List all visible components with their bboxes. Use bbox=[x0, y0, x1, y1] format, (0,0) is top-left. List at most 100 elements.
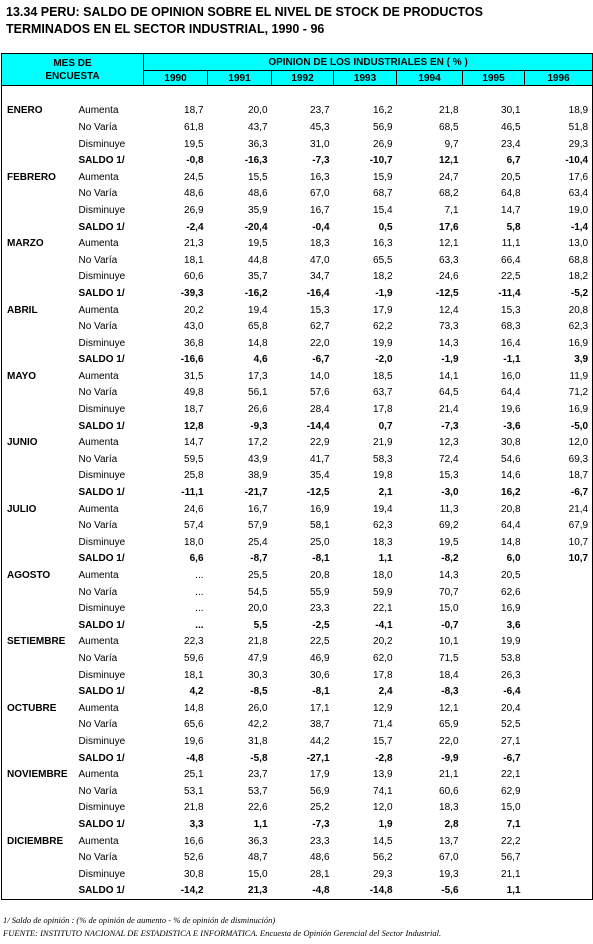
empty-cell bbox=[2, 783, 76, 800]
value-cell: 30,3 bbox=[248, 669, 268, 681]
value-cell: 64,4 bbox=[501, 387, 521, 399]
value-cell bbox=[525, 750, 593, 767]
row-label: Aumenta bbox=[78, 702, 119, 714]
table-row: No Varía 59,5 43,9 41,7 58,3 72,4 54,6 69,3 bbox=[2, 451, 593, 468]
value-cell: 18,1 bbox=[184, 669, 204, 681]
value-cell bbox=[525, 783, 593, 800]
month-name: ABRIL bbox=[7, 304, 38, 316]
month-name: JULIO bbox=[7, 503, 37, 515]
saldo-label: SALDO 1/ bbox=[78, 686, 125, 698]
value-cell bbox=[525, 866, 593, 883]
value-cell: 12,8 bbox=[184, 420, 204, 432]
value-cell: 22,9 bbox=[310, 437, 330, 449]
value-cell: -8,7 bbox=[250, 553, 268, 565]
value-cell: 17,6 bbox=[568, 171, 589, 183]
table-row: NOVIEMBRE Aumenta 25,1 23,7 17,9 13,9 21,1 22,1 bbox=[2, 766, 593, 783]
value-cell: 7,1 bbox=[444, 204, 459, 216]
value-cell: 62,0 bbox=[373, 652, 393, 664]
value-cell: -14,8 bbox=[369, 885, 393, 897]
value-cell: -7,3 bbox=[312, 818, 330, 830]
value-cell: -6,7 bbox=[312, 354, 330, 366]
empty-cell bbox=[2, 219, 76, 236]
value-cell: -11,4 bbox=[498, 287, 521, 299]
value-cell: -4,1 bbox=[375, 619, 393, 631]
month-name: FEBRERO bbox=[7, 171, 56, 183]
value-cell: 36,3 bbox=[248, 835, 268, 847]
value-cell: 65,8 bbox=[248, 321, 268, 333]
value-cell: 14,7 bbox=[501, 204, 521, 216]
empty-cell bbox=[2, 816, 76, 833]
value-cell: 19,4 bbox=[248, 304, 268, 316]
value-cell: 20,8 bbox=[568, 304, 589, 316]
value-cell: 25,1 bbox=[184, 769, 204, 781]
row-label: Aumenta bbox=[78, 769, 119, 781]
value-cell: 19,4 bbox=[373, 503, 393, 515]
value-cell: -9,9 bbox=[441, 752, 459, 764]
empty-cell bbox=[2, 617, 76, 634]
value-cell: 64,5 bbox=[439, 387, 459, 399]
value-cell: 23,7 bbox=[310, 105, 330, 117]
value-cell: -20,4 bbox=[244, 221, 268, 233]
value-cell: 43,7 bbox=[248, 121, 268, 133]
saldo-label: SALDO 1/ bbox=[78, 752, 125, 764]
value-cell: 67,9 bbox=[568, 520, 589, 532]
table-row: No Varía 65,6 42,2 38,7 71,4 65,9 52,5 bbox=[2, 717, 593, 734]
value-cell: 7,1 bbox=[506, 818, 521, 830]
saldo-label: SALDO 1/ bbox=[78, 619, 125, 631]
value-cell: 0,5 bbox=[378, 221, 393, 233]
value-cell: 48,6 bbox=[248, 188, 268, 200]
value-cell: 19,5 bbox=[184, 138, 204, 150]
value-cell: 35,9 bbox=[248, 204, 268, 216]
empty-cell bbox=[2, 269, 76, 286]
row-label: Disminuye bbox=[78, 204, 126, 216]
value-cell: -16,6 bbox=[180, 354, 204, 366]
value-cell: 21,3 bbox=[184, 238, 204, 250]
value-cell: 16,2 bbox=[501, 487, 521, 499]
value-cell bbox=[525, 683, 593, 700]
row-label: No Varía bbox=[78, 586, 118, 598]
value-cell: 44,8 bbox=[248, 254, 268, 266]
table-row: No Varía 61,8 43,7 45,3 56,9 68,5 46,5 51,8 bbox=[2, 119, 593, 136]
value-cell: 31,8 bbox=[248, 735, 268, 747]
value-cell: 25,8 bbox=[184, 470, 204, 482]
row-label: Disminuye bbox=[78, 536, 126, 548]
table-row: No Varía 43,0 65,8 62,7 62,2 73,3 68,3 62,3 bbox=[2, 318, 593, 335]
value-cell: 26,6 bbox=[248, 404, 268, 416]
month-header-line-2: ENCUESTA bbox=[45, 70, 100, 82]
value-cell: 58,1 bbox=[310, 520, 330, 532]
value-cell: -2,0 bbox=[375, 354, 393, 366]
empty-cell bbox=[2, 517, 76, 534]
value-cell: 34,7 bbox=[310, 271, 330, 283]
row-label: Aumenta bbox=[78, 171, 119, 183]
table-row: Disminuye 18,0 25,4 25,0 18,3 19,5 14,8 10,7 bbox=[2, 534, 593, 551]
value-cell: 42,2 bbox=[248, 719, 268, 731]
value-cell: 12,0 bbox=[568, 437, 589, 449]
value-cell: 4,2 bbox=[189, 686, 204, 698]
value-cell: 14,3 bbox=[439, 337, 459, 349]
empty-cell bbox=[2, 401, 76, 418]
row-label: Disminuye bbox=[78, 669, 126, 681]
value-cell bbox=[525, 717, 593, 734]
year-header: 1993 bbox=[333, 70, 398, 86]
value-cell: 23,3 bbox=[310, 835, 330, 847]
value-cell: 49,8 bbox=[184, 387, 204, 399]
year-header: 1994 bbox=[396, 70, 464, 86]
saldo-label: SALDO 1/ bbox=[78, 221, 125, 233]
row-label: Aumenta bbox=[78, 370, 119, 382]
value-cell: 52,5 bbox=[501, 719, 521, 731]
value-cell: -11,1 bbox=[181, 487, 204, 499]
value-cell: 28,1 bbox=[310, 868, 330, 880]
value-cell: 16,9 bbox=[501, 603, 521, 615]
value-cell: 57,9 bbox=[248, 520, 268, 532]
value-cell: -12,5 bbox=[306, 487, 330, 499]
value-cell: 20,8 bbox=[501, 503, 521, 515]
value-cell: -21,7 bbox=[244, 487, 268, 499]
value-cell: -1,1 bbox=[503, 354, 521, 366]
value-cell: 16,3 bbox=[373, 238, 393, 250]
value-cell: 38,7 bbox=[310, 719, 330, 731]
value-cell: 36,8 bbox=[184, 337, 204, 349]
value-cell: 17,8 bbox=[373, 404, 393, 416]
value-cell bbox=[525, 584, 593, 601]
empty-cell bbox=[2, 186, 76, 203]
value-cell: 12,9 bbox=[373, 702, 393, 714]
